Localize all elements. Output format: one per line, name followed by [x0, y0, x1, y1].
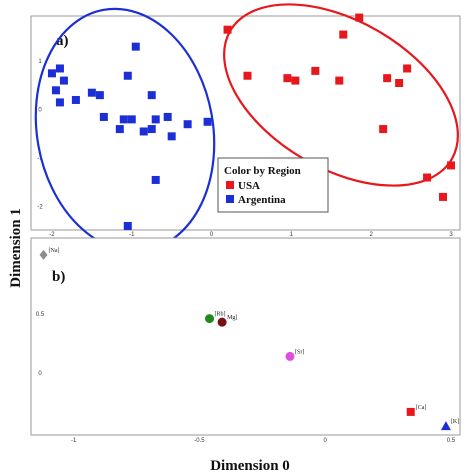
- mg-point: [217, 317, 227, 327]
- usa-point: [311, 66, 320, 75]
- b-x-tick-label: 0: [324, 438, 328, 444]
- a-y-tick-label: 1: [38, 59, 42, 65]
- legend-usa-swatch: [226, 181, 234, 189]
- ca-point: [406, 407, 415, 416]
- rb-point-label: [Rb]: [215, 312, 226, 318]
- panel-b-frame: [30, 237, 461, 436]
- a-x-tick-label: 0: [210, 232, 214, 238]
- legend-argentina-swatch: [226, 195, 234, 203]
- y-axis-title: Dimension 1: [8, 208, 24, 288]
- argentina-point: [99, 112, 108, 121]
- argentina-point: [147, 125, 156, 134]
- argentina-point: [47, 69, 56, 78]
- argentina-point: [51, 86, 60, 95]
- a-x-tick-label: 1: [290, 232, 294, 238]
- argentina-point: [127, 115, 136, 124]
- usa-point: [291, 76, 300, 85]
- argentina-point: [203, 117, 212, 126]
- usa-point: [339, 30, 348, 39]
- legend-argentina-label: Argentina: [238, 194, 286, 206]
- rb-point: [205, 314, 215, 324]
- legend-usa-label: USA: [238, 180, 260, 192]
- usa-point: [355, 13, 364, 22]
- a-y-tick-label: 0: [38, 108, 42, 114]
- usa-point: [403, 64, 412, 73]
- k-point-label: [K]: [451, 419, 459, 425]
- usa-point: [383, 74, 392, 83]
- usa-point: [379, 125, 388, 134]
- a-x-tick-label: -2: [49, 232, 55, 238]
- argentina-point: [123, 71, 132, 80]
- usa-point: [223, 25, 232, 34]
- argentina-point: [123, 222, 132, 230]
- argentina-point: [71, 95, 80, 104]
- b-y-tick-label: 0: [38, 371, 42, 377]
- na-point-label: [Na]: [49, 248, 60, 254]
- mg-point-label: Mg]: [227, 315, 237, 321]
- b-x-tick-label: 0.5: [447, 438, 456, 444]
- argentina-point: [163, 112, 172, 121]
- argentina-point: [147, 91, 156, 100]
- b-y-tick-label: 0.5: [36, 312, 45, 318]
- usa-point: [439, 192, 448, 201]
- usa-point: [395, 79, 404, 88]
- sr-point-label: [Sr]: [295, 349, 304, 355]
- argentina-point: [95, 91, 104, 100]
- panel-b: b) -1 -0.5 0 0.5 0.5 0 [Na] [Rb]Mg] [Sr] [Ca] [K]: [30, 237, 461, 444]
- a-y-tick-label: -2: [37, 205, 43, 211]
- usa-point: [243, 71, 252, 80]
- b-x-tick-label: -1: [71, 438, 77, 444]
- argentina-point: [59, 76, 68, 85]
- usa-point: [423, 173, 432, 182]
- a-x-tick-label: -1: [129, 232, 135, 238]
- usa-point: [335, 76, 344, 85]
- na-point: [39, 249, 48, 260]
- argentina-point: [55, 64, 64, 73]
- sr-point: [285, 351, 295, 361]
- argentina-point: [151, 175, 160, 184]
- a-x-tick-label: 2: [370, 232, 374, 238]
- argentina-point: [87, 88, 96, 97]
- argentina-point: [183, 120, 192, 129]
- argentina-point: [115, 125, 124, 134]
- argentina-point: [151, 115, 160, 124]
- argentina-point: [167, 132, 176, 141]
- argentina-point: [139, 127, 148, 136]
- legend-title: Color by Region: [224, 165, 301, 177]
- panel-b-label: b): [52, 269, 65, 285]
- argentina-point: [119, 115, 128, 124]
- argentina-point: [55, 98, 64, 107]
- argentina-point: [131, 42, 140, 51]
- panel-a: a) -2 -1 0 1 2 310-1-2 Color by Region USA Ar…: [30, 3, 461, 253]
- usa-point: [447, 161, 456, 170]
- b-x-tick-label: -0.5: [194, 438, 205, 444]
- k-point: [440, 421, 451, 431]
- legend: Color by Region USA Argentina: [217, 157, 329, 213]
- x-axis-title: Dimension 0: [210, 458, 290, 474]
- usa-point: [283, 74, 292, 83]
- a-x-tick-label: 3: [449, 232, 453, 238]
- ca-point-label: [Ca]: [416, 405, 427, 411]
- legend-box: [217, 157, 329, 213]
